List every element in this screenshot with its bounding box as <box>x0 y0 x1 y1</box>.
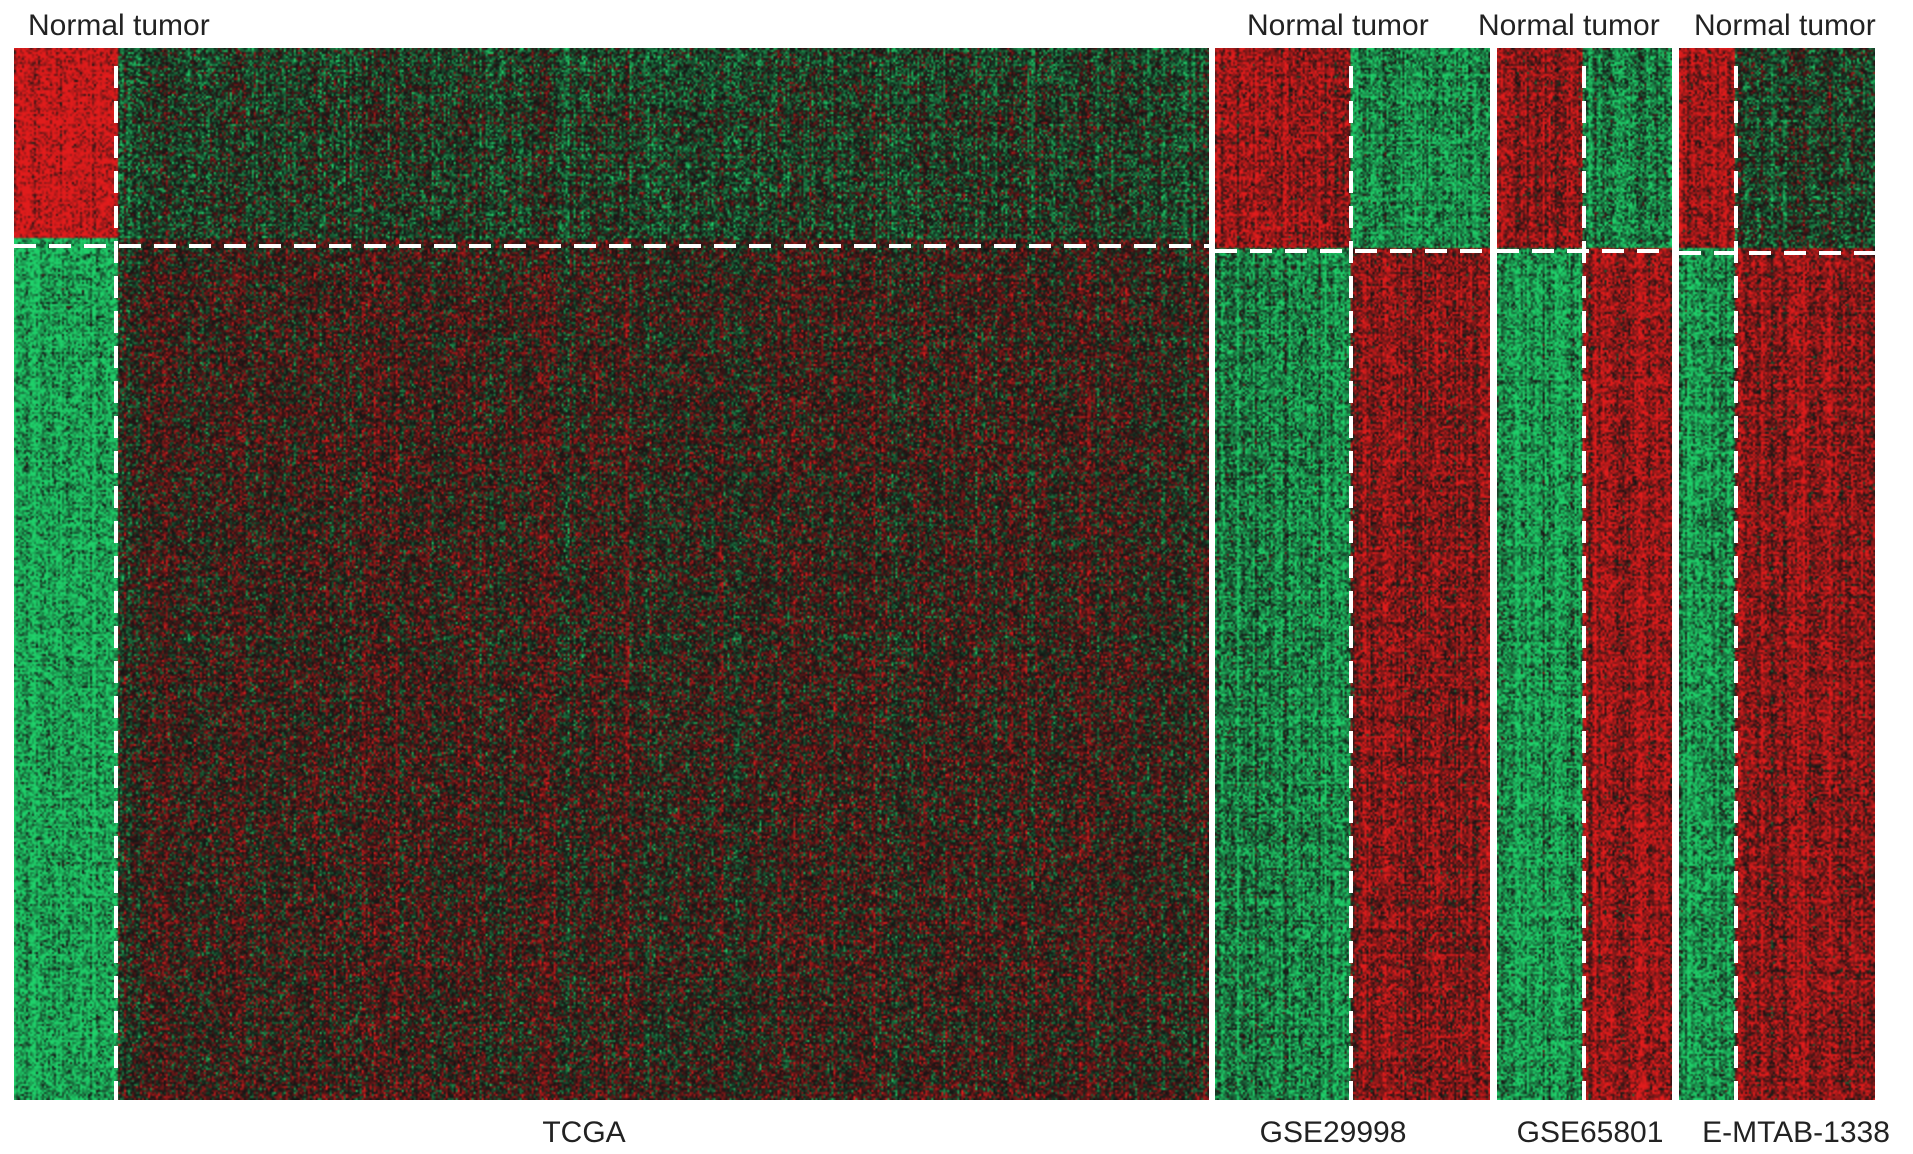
heatmap-panel-gse65801: Normal tumor GSE65801 <box>1478 9 1672 1149</box>
dataset-label-e-mtab-1338: E-MTAB-1338 <box>1702 1116 1890 1149</box>
heatmap-panel-e-mtab-1338: Normal tumor E-MTAB-1338 <box>1679 9 1890 1149</box>
heatmap-panel-tcga: Normal tumor TCGA <box>14 9 1209 1149</box>
heatmap-cells-e-mtab-1338 <box>1679 48 1875 1100</box>
panel-header-gse29998: Normal tumor <box>1247 9 1429 42</box>
panel-header-e-mtab-1338: Normal tumor <box>1694 9 1876 42</box>
heatmap-cells-tcga <box>14 48 1209 1100</box>
dataset-label-gse65801: GSE65801 <box>1517 1116 1664 1149</box>
dataset-label-gse29998: GSE29998 <box>1260 1116 1407 1149</box>
panel-header-gse65801: Normal tumor <box>1478 9 1660 42</box>
heatmap-panel-gse29998: Normal tumor GSE29998 <box>1215 9 1490 1149</box>
dataset-label-tcga: TCGA <box>542 1116 625 1149</box>
panel-header-tcga: Normal tumor <box>28 9 210 42</box>
